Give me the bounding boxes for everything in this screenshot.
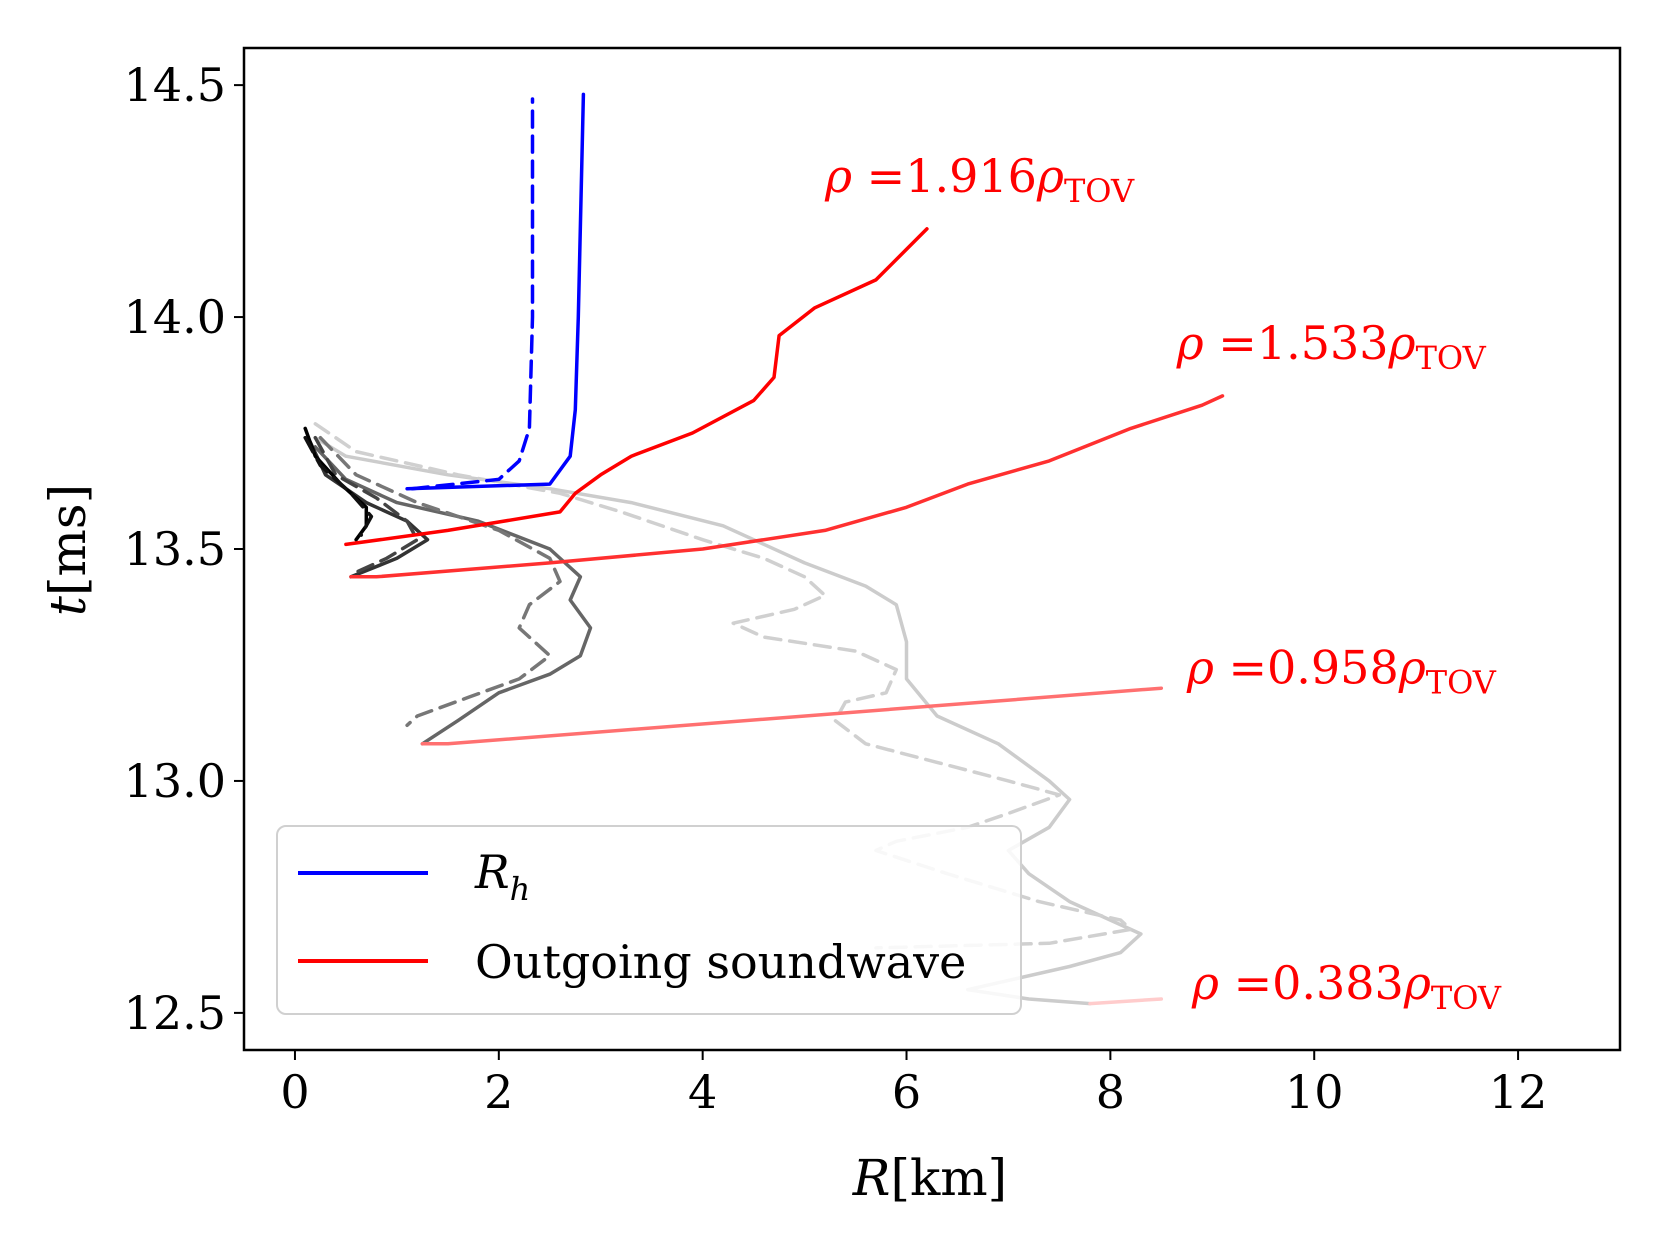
series-soundwave-1.916 (344, 227, 929, 547)
legend: Rh Outgoing soundwave (276, 825, 1022, 1015)
series-soundwave-0.958 (420, 686, 1164, 746)
series-horizon-dashed (410, 97, 535, 491)
series-contour-0.383-solid (313, 435, 1143, 1006)
x-tick-label: 6 (892, 1065, 921, 1119)
density-annotation: ρ =0.383ρTOV (1191, 956, 1502, 1017)
ticks-layer: 0 2 4 6 8 10 12 12.5 13.0 13.5 14.0 14.5 (124, 58, 1548, 1119)
series-soundwave-0.383 (1088, 997, 1164, 1006)
series-contour-1.533-dashed (313, 435, 420, 574)
annotation-layer: ρ =1.916ρTOV ρ =1.533ρTOV ρ =0.958ρTOV ρ =0… (824, 149, 1502, 1017)
density-annotation: ρ =0.958ρTOV (1186, 641, 1497, 702)
series-layer (303, 92, 1225, 1006)
y-tick-label: 13.5 (124, 522, 226, 576)
x-tick-label: 4 (688, 1065, 717, 1119)
x-tick-label: 2 (484, 1065, 513, 1119)
y-tick-label: 13.0 (124, 754, 226, 808)
x-tick-label: 10 (1285, 1065, 1344, 1119)
y-tick-label: 14.5 (124, 58, 226, 112)
x-tick-label: 8 (1096, 1065, 1125, 1119)
y-axis-label: t[ms] (39, 484, 97, 616)
density-annotation: ρ =1.916ρTOV (824, 149, 1135, 210)
legend-box (276, 825, 1022, 1015)
x-tick-label: 0 (280, 1065, 309, 1119)
x-axis-label: R[km] (852, 1149, 1007, 1207)
series-soundwave-1.533 (349, 394, 1225, 579)
series-contour-0.958-solid (313, 445, 593, 746)
legend-label-horizon: Rh (474, 845, 530, 908)
x-tick-label: 12 (1489, 1065, 1548, 1119)
series-horizon-solid (405, 92, 586, 491)
y-tick-label: 12.5 (124, 986, 226, 1040)
density-annotation: ρ =1.533ρTOV (1176, 316, 1487, 377)
series-contour-1.916-dashed (303, 435, 374, 537)
y-tick-label: 14.0 (124, 290, 226, 344)
series-contour-0.958-dashed (318, 435, 562, 728)
axes-frame (242, 46, 1622, 1052)
legend-label-soundwave: Outgoing soundwave (475, 935, 966, 989)
